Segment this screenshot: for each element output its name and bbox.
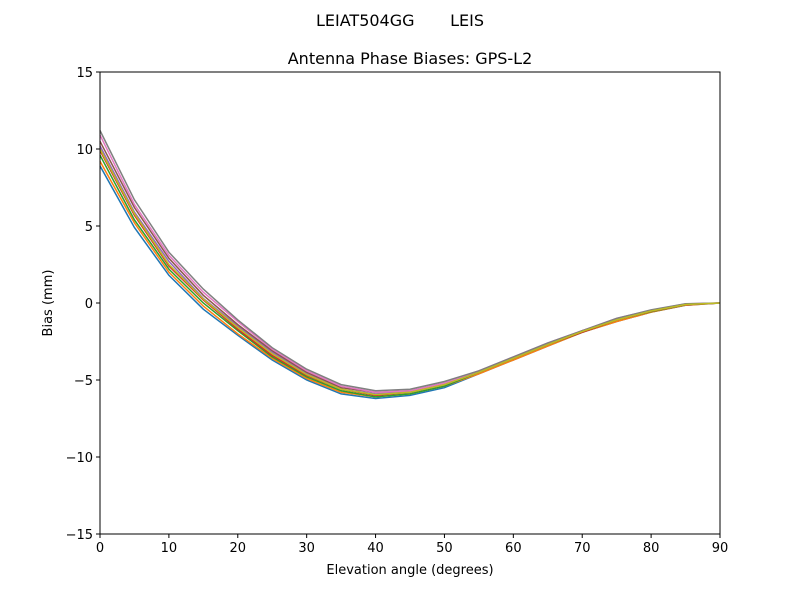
y-tick-label: 5 [85, 220, 93, 235]
x-tick-label: 10 [161, 541, 178, 556]
y-tick-label: 10 [76, 143, 93, 158]
plot-frame [99, 71, 721, 535]
series-line-3 [99, 150, 721, 397]
x-tick-label: 40 [367, 541, 384, 556]
y-tick-label: −10 [66, 451, 93, 466]
chart-title: Antenna Phase Biases: GPS-L2 [288, 49, 533, 68]
x-tick-label: 90 [712, 541, 729, 556]
y-axis-label: Bias (mm) [41, 270, 56, 337]
series-line-4 [99, 145, 721, 395]
series-line-8 [99, 148, 721, 396]
series-line-2 [99, 154, 721, 398]
x-tick-label: 0 [96, 541, 104, 556]
x-tick-label: 30 [298, 541, 315, 556]
y-tick-label: −15 [66, 528, 93, 543]
chart-suptitle: LEIAT504GG LEIS [316, 11, 484, 30]
x-axis: 0 10 20 30 40 50 60 70 80 90 [96, 534, 728, 556]
x-tick-label: 50 [436, 541, 453, 556]
y-tick-label: 0 [85, 297, 93, 312]
series-lines [99, 130, 721, 400]
y-tick-label: 15 [76, 66, 93, 81]
x-axis-label: Elevation angle (degrees) [326, 563, 493, 578]
series-line-7 [99, 130, 721, 392]
x-tick-label: 80 [643, 541, 660, 556]
x-tick-label: 70 [574, 541, 591, 556]
x-tick-label: 60 [505, 541, 522, 556]
series-line-5 [99, 140, 721, 394]
series-line-6 [99, 134, 721, 394]
y-axis: −15 −10 −5 0 5 10 15 [66, 66, 100, 543]
y-tick-label: −5 [74, 374, 93, 389]
x-tick-label: 20 [230, 541, 247, 556]
